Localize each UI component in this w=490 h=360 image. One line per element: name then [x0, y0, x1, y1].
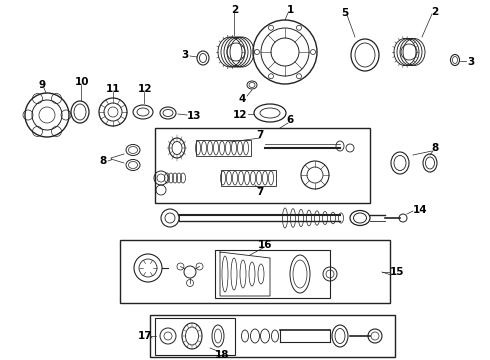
- Text: 2: 2: [231, 5, 239, 15]
- Text: 11: 11: [106, 84, 120, 94]
- Bar: [120, 240, 390, 303]
- Text: 7: 7: [256, 187, 264, 197]
- Text: 1: 1: [286, 5, 294, 15]
- Bar: [155, 128, 370, 203]
- Text: 9: 9: [38, 80, 46, 90]
- Text: 4: 4: [238, 94, 245, 104]
- Text: 15: 15: [390, 267, 404, 277]
- Bar: [221, 170, 276, 186]
- Bar: [155, 318, 235, 355]
- Text: 7: 7: [256, 130, 264, 140]
- Text: 3: 3: [467, 57, 475, 67]
- Bar: [215, 250, 330, 298]
- Text: 3: 3: [181, 50, 189, 60]
- Text: 10: 10: [75, 77, 89, 87]
- Text: 13: 13: [187, 111, 201, 121]
- Text: 14: 14: [413, 205, 427, 215]
- Text: 2: 2: [431, 7, 439, 17]
- Text: 12: 12: [138, 84, 152, 94]
- Text: 5: 5: [342, 8, 348, 18]
- Text: 12: 12: [233, 110, 247, 120]
- Text: 8: 8: [431, 143, 439, 153]
- Text: 17: 17: [138, 331, 152, 341]
- Text: 8: 8: [99, 156, 107, 166]
- Bar: [150, 315, 395, 357]
- Text: 18: 18: [215, 350, 229, 360]
- Text: 16: 16: [258, 240, 272, 250]
- Text: 6: 6: [286, 115, 294, 125]
- Bar: [196, 140, 251, 156]
